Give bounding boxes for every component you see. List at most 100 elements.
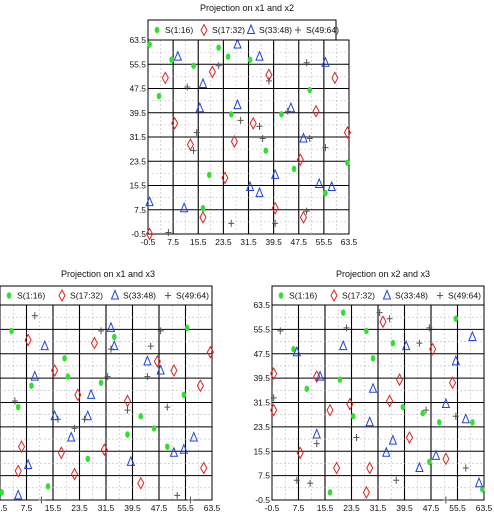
data-point — [225, 53, 231, 60]
legend-label: S(33:48) — [259, 25, 292, 35]
data-point — [31, 312, 38, 320]
legend-marker — [278, 292, 284, 299]
data-point — [85, 455, 91, 463]
data-point — [326, 403, 334, 417]
x-tick-label: 7.5 — [293, 503, 305, 512]
data-point — [169, 56, 174, 63]
data-point — [313, 440, 320, 448]
data-point — [146, 227, 154, 241]
legend-label: S(1:16) — [165, 25, 193, 35]
data-point — [441, 397, 451, 409]
data-point — [427, 458, 432, 466]
chart-panel-3: Projection on x2 and x3 -0.5 7.5 15.5 23.5 31… — [253, 269, 492, 512]
data-point — [189, 431, 199, 442]
series-2 — [270, 315, 457, 499]
legend-label: S(17:32) — [212, 25, 245, 35]
data-point — [98, 379, 104, 386]
y-tick-label: 63.5 — [253, 300, 270, 310]
data-point — [321, 56, 330, 67]
data-point — [111, 333, 117, 341]
data-point — [365, 415, 374, 427]
y-tick-label: 7.5 — [134, 205, 146, 215]
data-point — [66, 431, 76, 442]
y-tick-label: 47.5 — [129, 84, 146, 94]
x-tick-label: 47.5 — [290, 237, 307, 247]
data-point — [98, 327, 105, 335]
data-point — [388, 434, 398, 445]
y-tick-label: 31.5 — [253, 398, 270, 408]
legend-marker — [154, 26, 160, 34]
data-point — [184, 83, 191, 91]
data-point — [187, 496, 194, 504]
data-point — [247, 56, 253, 63]
data-point — [51, 363, 59, 378]
data-point — [147, 41, 152, 48]
data-point — [291, 165, 297, 173]
data-point — [206, 171, 212, 179]
data-point — [395, 373, 404, 387]
y-tick-label: 55.5 — [129, 59, 146, 69]
data-point — [11, 397, 18, 405]
x-tick-label: -0.5 — [0, 503, 8, 512]
data-point — [431, 449, 441, 460]
data-point — [345, 159, 350, 166]
data-point — [233, 98, 242, 110]
data-point — [270, 168, 280, 179]
x-tick-label: -0.5 — [141, 237, 156, 247]
data-point — [448, 376, 457, 390]
x-tick-label: 63.5 — [204, 503, 221, 512]
series-3 — [292, 330, 484, 488]
data-point — [286, 101, 296, 113]
data-point — [71, 424, 78, 432]
data-point — [206, 345, 214, 359]
data-point — [453, 315, 459, 322]
x-tick-label: 55.5 — [316, 237, 333, 247]
data-point — [156, 92, 162, 100]
data-point — [255, 50, 264, 61]
data-point — [323, 189, 328, 197]
x-tick-label: 23.5 — [215, 237, 232, 247]
y-tick-label: 31.5 — [129, 132, 146, 142]
x-tick-label: 7.5 — [167, 237, 179, 247]
data-point — [126, 455, 136, 466]
data-point — [74, 388, 82, 402]
x-tick-label: 23.5 — [343, 503, 360, 512]
data-point — [299, 132, 308, 143]
legend-label: S(1:16) — [289, 291, 317, 301]
data-point — [401, 339, 411, 351]
data-point — [307, 479, 314, 487]
data-point — [420, 409, 426, 417]
data-point — [462, 464, 469, 472]
data-point — [386, 315, 393, 323]
data-point — [270, 367, 278, 381]
data-point — [233, 38, 242, 49]
y-tick-label: 23.5 — [253, 422, 270, 432]
data-point — [200, 461, 208, 475]
data-point — [169, 446, 179, 457]
x-tick-label: 55.5 — [177, 503, 194, 512]
data-point — [470, 419, 475, 426]
data-point — [65, 373, 71, 380]
series-4 — [270, 309, 469, 504]
data-point — [164, 443, 170, 450]
data-point — [196, 379, 204, 393]
data-point — [38, 496, 45, 504]
y-tick-label: 63.5 — [129, 35, 146, 45]
y-tick-label: 15.5 — [129, 181, 146, 191]
y-tick-label: 55.5 — [253, 324, 270, 334]
data-point — [198, 77, 208, 88]
legend-label: S(17:32) — [342, 291, 375, 301]
data-point — [57, 446, 65, 460]
data-point — [81, 415, 88, 423]
data-point — [215, 62, 222, 70]
data-point — [179, 201, 189, 213]
legend-label: S(49:64) — [176, 291, 209, 301]
data-point — [340, 309, 346, 316]
data-point — [156, 364, 165, 375]
data-point — [327, 489, 333, 496]
data-point — [125, 431, 130, 438]
data-point — [327, 180, 336, 192]
legend-label: S(33:48) — [395, 291, 428, 301]
x-tick-label: 39.5 — [265, 237, 282, 247]
